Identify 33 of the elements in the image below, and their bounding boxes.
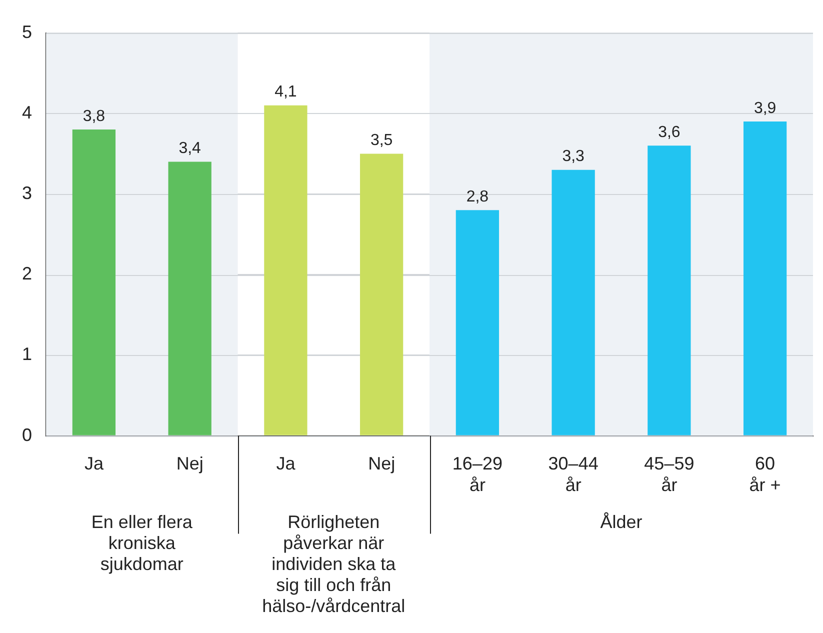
- y-tick-label: 4: [22, 102, 32, 122]
- x-tick-label: 30–44 år: [548, 454, 598, 496]
- text: En eller flera kroniska sjukdomar: [91, 512, 194, 574]
- bar: [360, 154, 404, 436]
- bar: [648, 146, 691, 436]
- data-label: 3,3: [562, 148, 585, 166]
- data-label: 2,8: [466, 188, 489, 206]
- bar: [743, 121, 787, 436]
- y-tick-label: 3: [22, 182, 32, 203]
- y-tick-label: 5: [22, 22, 32, 42]
- bar: [72, 130, 116, 436]
- x-tick-label: 60 år +: [749, 454, 781, 496]
- data-label: 3,9: [754, 100, 776, 117]
- x-tick-label: Ja: [276, 454, 296, 474]
- bar: [264, 105, 308, 436]
- x-tick-label: 16–29 år: [452, 454, 502, 496]
- data-label: 3,6: [658, 124, 680, 142]
- x-tick-label: 45–59 år: [644, 454, 694, 496]
- text: Ålder: [600, 512, 642, 532]
- data-label: 4,1: [274, 84, 297, 101]
- y-tick-label: 1: [22, 344, 32, 364]
- data-label: 3,4: [178, 140, 202, 158]
- x-tick-label: Ja: [84, 454, 104, 474]
- data-label: 3,8: [82, 108, 106, 125]
- x-tick-label: Nej: [368, 454, 396, 474]
- bar: [456, 210, 500, 436]
- data-label: 3,5: [370, 132, 393, 150]
- text: Rörligheten påverkar när individen ska ta sig till och från hälso-/vårdcentral: [262, 512, 406, 616]
- y-tick-label: 2: [22, 264, 32, 284]
- bar: [552, 170, 595, 436]
- x-tick-label: Nej: [176, 454, 204, 474]
- y-tick-label: 0: [22, 424, 32, 445]
- bar: [168, 162, 212, 436]
